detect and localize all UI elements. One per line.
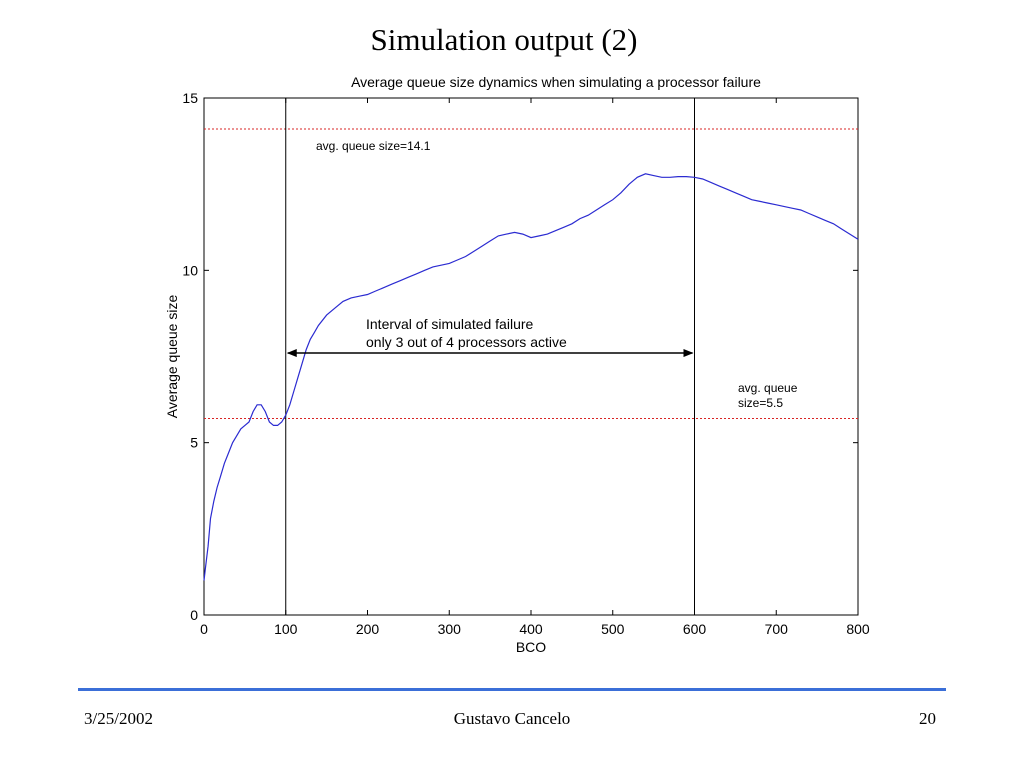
footer-rule: [78, 688, 946, 691]
slide-title: Simulation output (2): [370, 22, 638, 57]
y-tick-label: 15: [182, 90, 198, 106]
y-tick-label: 0: [190, 607, 198, 623]
x-tick-label: 100: [274, 621, 298, 637]
y-tick-label: 10: [182, 262, 198, 278]
x-tick-label: 700: [765, 621, 789, 637]
x-tick-label: 0: [200, 621, 208, 637]
x-tick-label: 300: [438, 621, 462, 637]
interval-label-line-1: Interval of simulated failure: [366, 316, 534, 332]
queue-size-line: [203, 173, 859, 581]
chart-title: Average queue size dynamics when simulat…: [351, 74, 761, 90]
y-axis-label: Average queue size: [164, 295, 180, 419]
threshold-label-lower-1: avg. queue: [738, 381, 798, 395]
plot-frame: [203, 97, 859, 616]
x-tick-label: 800: [846, 621, 870, 637]
y-tick-label: 5: [190, 435, 198, 451]
x-axis-label: BCO: [516, 639, 546, 655]
threshold-label-upper: avg. queue size=14.1: [316, 139, 431, 153]
x-tick-label: 200: [356, 621, 380, 637]
footer-date: 3/25/2002: [84, 709, 153, 728]
x-tick-label: 400: [519, 621, 543, 637]
footer-author: Gustavo Cancelo: [453, 709, 571, 728]
threshold-label-lower-2: size=5.5: [738, 396, 783, 410]
x-tick-label: 600: [683, 621, 707, 637]
x-tick-label: 500: [601, 621, 625, 637]
footer-page-number: 20: [919, 709, 936, 728]
interval-label-line-2: only 3 out of 4 processors active: [366, 334, 567, 350]
